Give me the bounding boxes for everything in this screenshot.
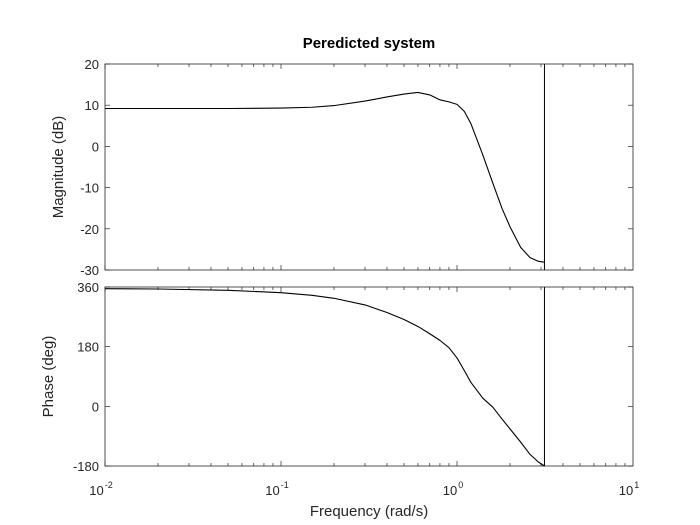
x-tick-label: 10-2 xyxy=(89,480,112,498)
x-tick-label: 10-1 xyxy=(265,480,288,498)
x-tick-label: 101 xyxy=(619,480,639,498)
x-axis-label: Frequency (rad/s) xyxy=(310,503,428,520)
phase-y-axis-label: Phase (deg) xyxy=(40,336,57,418)
x-tick-label: 100 xyxy=(443,480,463,498)
magnitude-axes-box xyxy=(104,63,634,271)
phase-series-line xyxy=(104,288,545,467)
phase-ytick-label: 0 xyxy=(92,399,99,414)
magnitude-panel: 20 10 0 -10 -20 -30 Magnitude (dB) xyxy=(50,57,634,278)
magnitude-y-axis-label: Magnitude (dB) xyxy=(50,116,67,219)
magnitude-ytick-label: -20 xyxy=(80,222,99,237)
magnitude-ytick-label: 10 xyxy=(85,98,99,113)
phase-ytick-label: 180 xyxy=(77,340,99,355)
magnitude-ytick-label: 0 xyxy=(92,139,99,154)
phase-axes-box xyxy=(104,286,634,467)
magnitude-ytick-label: -30 xyxy=(80,263,99,278)
magnitude-series-line xyxy=(105,91,545,263)
chart-title: Peredicted system xyxy=(303,35,436,52)
phase-ytick-label: 360 xyxy=(77,280,99,295)
phase-panel: 360 180 0 -180 Phase (deg) 10-2 10-1 100 101 xyxy=(40,280,639,498)
magnitude-ytick-label: -10 xyxy=(80,181,99,196)
phase-ytick-label: -180 xyxy=(73,459,99,474)
magnitude-ytick-label: 20 xyxy=(85,57,99,72)
